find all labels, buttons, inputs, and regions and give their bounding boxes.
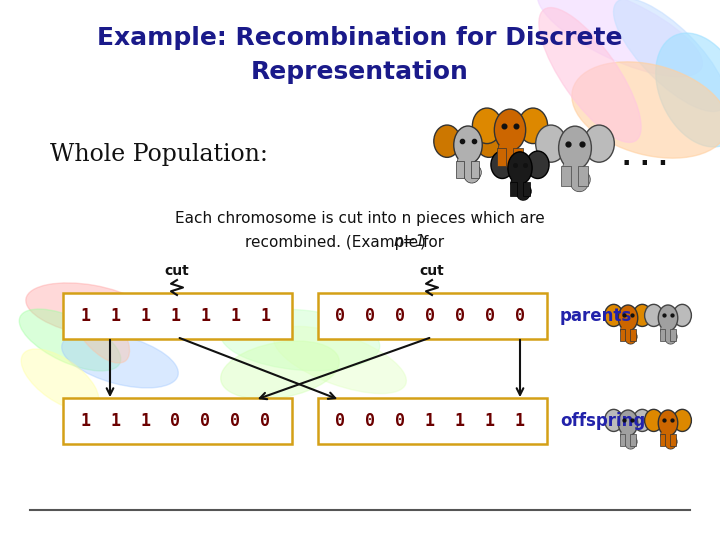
Text: 1: 1 xyxy=(425,412,435,430)
Ellipse shape xyxy=(618,305,638,331)
Text: 1: 1 xyxy=(485,412,495,430)
Text: 1: 1 xyxy=(110,307,120,325)
Bar xyxy=(513,147,523,166)
Ellipse shape xyxy=(62,332,179,388)
Ellipse shape xyxy=(644,409,663,431)
Ellipse shape xyxy=(633,305,652,327)
Ellipse shape xyxy=(605,305,623,327)
Bar xyxy=(620,434,626,446)
Bar xyxy=(630,329,636,341)
Bar xyxy=(578,166,588,186)
Ellipse shape xyxy=(518,108,548,144)
Ellipse shape xyxy=(644,305,663,327)
Bar xyxy=(630,434,636,446)
Ellipse shape xyxy=(559,126,591,170)
Ellipse shape xyxy=(584,125,614,162)
Text: Whole Population:: Whole Population: xyxy=(50,144,268,166)
FancyBboxPatch shape xyxy=(63,293,292,339)
Bar xyxy=(510,181,517,196)
Text: 1: 1 xyxy=(515,412,525,430)
Text: 0: 0 xyxy=(230,412,240,430)
Text: 0: 0 xyxy=(335,307,345,325)
FancyBboxPatch shape xyxy=(318,293,547,339)
Text: 1: 1 xyxy=(110,412,120,430)
FancyBboxPatch shape xyxy=(63,398,292,444)
Ellipse shape xyxy=(658,305,678,331)
Ellipse shape xyxy=(572,62,720,158)
Ellipse shape xyxy=(26,283,154,337)
Text: 1: 1 xyxy=(200,307,210,325)
Ellipse shape xyxy=(613,0,720,111)
Text: 0: 0 xyxy=(485,307,495,325)
Text: . . .: . . . xyxy=(622,146,668,170)
Ellipse shape xyxy=(605,409,623,431)
Ellipse shape xyxy=(656,33,720,147)
Text: Example: Recombination for Discrete: Example: Recombination for Discrete xyxy=(97,26,623,50)
Text: offspring: offspring xyxy=(560,412,645,430)
Ellipse shape xyxy=(536,125,566,162)
Text: 1: 1 xyxy=(140,307,150,325)
Ellipse shape xyxy=(618,410,638,436)
Ellipse shape xyxy=(539,8,641,143)
Text: ): ) xyxy=(420,234,426,249)
Text: n=1: n=1 xyxy=(393,234,425,249)
Ellipse shape xyxy=(495,109,526,151)
Text: cut: cut xyxy=(420,264,444,278)
Ellipse shape xyxy=(220,309,379,370)
Ellipse shape xyxy=(71,297,130,363)
Ellipse shape xyxy=(19,309,121,371)
Bar xyxy=(561,166,571,186)
Ellipse shape xyxy=(633,409,652,431)
Text: 0: 0 xyxy=(425,307,435,325)
Ellipse shape xyxy=(491,151,513,179)
Text: recombined. (Example for: recombined. (Example for xyxy=(245,234,449,249)
Ellipse shape xyxy=(454,126,482,164)
Ellipse shape xyxy=(526,151,549,179)
Ellipse shape xyxy=(221,341,339,399)
Bar xyxy=(670,329,676,341)
Text: 0: 0 xyxy=(170,412,180,430)
Text: 1: 1 xyxy=(140,412,150,430)
Text: 1: 1 xyxy=(80,307,90,325)
Ellipse shape xyxy=(508,152,532,184)
Text: 1: 1 xyxy=(170,307,180,325)
Text: 1: 1 xyxy=(455,412,465,430)
Text: 0: 0 xyxy=(365,412,375,430)
Bar xyxy=(670,434,676,446)
Ellipse shape xyxy=(476,125,503,157)
Ellipse shape xyxy=(537,0,703,77)
Ellipse shape xyxy=(658,410,678,436)
Text: cut: cut xyxy=(165,264,189,278)
Text: 0: 0 xyxy=(200,412,210,430)
Text: 0: 0 xyxy=(335,412,345,430)
Ellipse shape xyxy=(472,108,502,144)
Text: 0: 0 xyxy=(365,307,375,325)
Text: 1: 1 xyxy=(260,307,270,325)
Text: 1: 1 xyxy=(80,412,90,430)
Text: 0: 0 xyxy=(455,307,465,325)
FancyBboxPatch shape xyxy=(318,398,547,444)
Bar xyxy=(456,161,464,178)
Ellipse shape xyxy=(274,327,406,394)
Bar xyxy=(497,147,506,166)
Bar xyxy=(523,181,530,196)
Text: 0: 0 xyxy=(395,412,405,430)
Ellipse shape xyxy=(673,305,691,327)
Ellipse shape xyxy=(433,125,460,157)
Text: 0: 0 xyxy=(260,412,270,430)
Text: 0: 0 xyxy=(515,307,525,325)
Ellipse shape xyxy=(673,409,691,431)
Text: Each chromosome is cut into n pieces which are: Each chromosome is cut into n pieces whi… xyxy=(175,211,545,226)
Text: Representation: Representation xyxy=(251,60,469,84)
Bar xyxy=(471,161,480,178)
Bar xyxy=(620,329,626,341)
Bar xyxy=(660,434,665,446)
Text: 1: 1 xyxy=(230,307,240,325)
Text: parents: parents xyxy=(560,307,632,325)
Text: 0: 0 xyxy=(395,307,405,325)
Ellipse shape xyxy=(21,349,99,411)
Bar xyxy=(660,329,665,341)
